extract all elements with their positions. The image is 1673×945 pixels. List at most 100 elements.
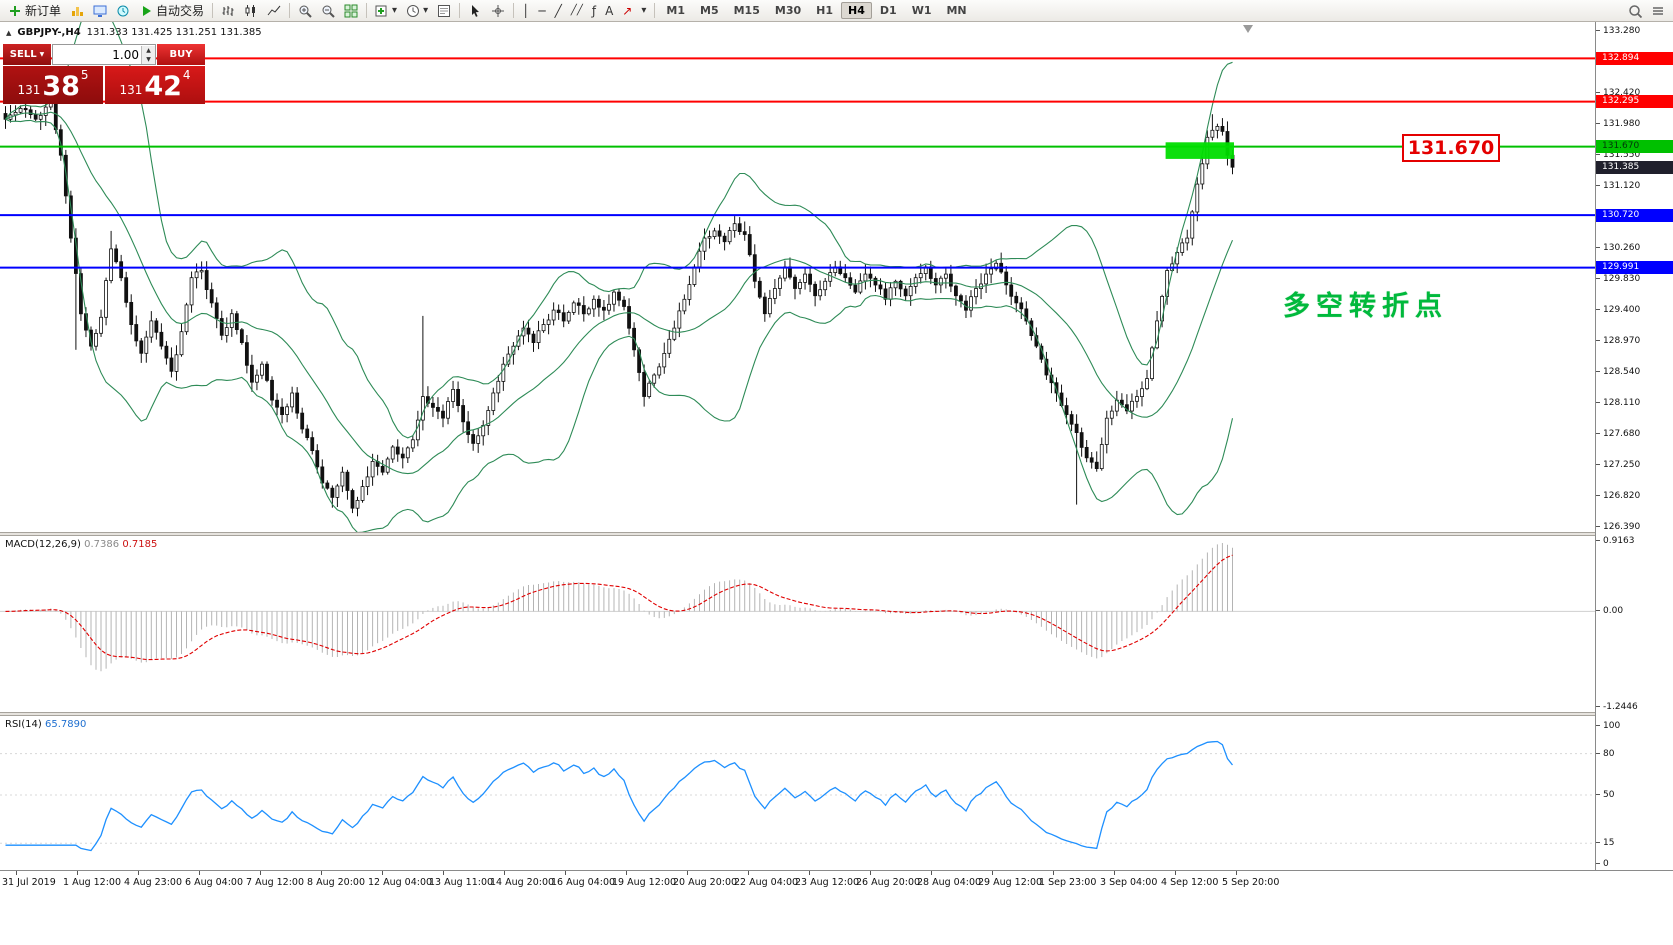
trendline-icon: ╱ [554,3,562,18]
shapes-dropdown-button[interactable]: ▾ [637,2,650,20]
candlestick-mode-button[interactable] [240,2,262,20]
time-axis-label: 22 Aug 04:00 [734,871,799,888]
arrows-tool-button[interactable]: ↗ [618,2,636,20]
price-axis[interactable]: 133.280 132.420 131.980 131.550 131.120 130.2… [1595,22,1673,870]
time-axis-label: 19 Aug 12:00 [612,871,677,888]
cursor-tool-button[interactable] [464,2,486,20]
buy-price-pip: 4 [182,68,191,82]
macd-label: MACD(12,26,9) 0.7386 0.7185 [5,539,157,550]
price-tick-label: 129.830 [1595,274,1641,285]
price-tick-label: 127.680 [1595,429,1641,440]
volume-down-button[interactable]: ▼ [142,54,155,64]
rsi-axis-label: 15 [1595,838,1615,849]
navigator-button[interactable] [112,2,134,20]
rsi-axis-label: 80 [1595,748,1615,759]
zoom-out-icon [322,5,335,18]
zoom-out-button[interactable] [317,2,339,20]
volume-input[interactable] [53,47,141,62]
new-order-button[interactable]: 新订单 [4,2,65,20]
market-watch-button[interactable] [89,2,111,20]
price-level-tag: 132.894 [1596,51,1673,65]
price-level-callout[interactable]: 131.670 [1402,134,1500,162]
panel-splitter[interactable] [0,532,1673,536]
toolbar-separator [289,3,291,18]
line-chart-mode-button[interactable] [263,2,285,20]
macd-name: MACD(12,26,9) [5,539,81,550]
vertical-line-tool-button[interactable]: │ [518,2,533,20]
panel-splitter[interactable] [0,712,1673,716]
buy-button[interactable]: BUY [157,44,205,65]
bar-chart-mode-button[interactable] [217,2,239,20]
timeframe-m15[interactable]: M15 [733,4,760,17]
crosshair-tool-button[interactable] [487,2,509,20]
new-order-label: 新订单 [25,4,62,18]
play-icon [143,5,152,16]
one-click-collapse-icon[interactable]: ▲ [6,28,12,37]
horizontal-line-tool-button[interactable]: ─ [534,2,549,20]
sell-price[interactable]: 131 38 5 [3,66,103,104]
rsi-canvas[interactable] [0,716,1595,870]
toolbar-separator [459,3,461,18]
macd-signal-value: 0.7185 [122,539,158,550]
templates-button[interactable] [433,2,455,20]
bar-chart-icon [72,6,84,16]
price-tick-label: 129.400 [1595,305,1641,316]
vertical-line-icon: │ [522,3,530,18]
menu-button[interactable] [1647,2,1669,20]
new-chart-button[interactable]: ▾ [371,2,401,20]
symbol-period: GBPJPY-,H4 [17,27,81,38]
zoom-in-button[interactable] [294,2,316,20]
chart-title: ▲ GBPJPY-,H4 131.333 131.425 131.251 131… [6,27,262,38]
channel-tool-button[interactable]: ╱╱ [567,2,587,20]
time-axis[interactable]: 31 Jul 2019 1 Aug 12:00 4 Aug 23:00 6 Aug 0… [0,870,1673,897]
buy-price[interactable]: 131 42 4 [105,66,205,104]
search-icon [1629,4,1642,18]
fibonacci-icon: ƒ [591,3,597,18]
charts-button[interactable] [66,2,88,20]
price-level-tag: 132.295 [1596,95,1673,109]
time-axis-label: 4 Aug 23:00 [124,871,183,888]
fibonacci-tool-button[interactable]: ƒ [588,2,600,20]
timeframe-h4[interactable]: H4 [841,2,872,19]
timeframe-m1[interactable]: M1 [666,4,685,17]
macd-canvas[interactable] [0,536,1595,712]
time-axis-label: 7 Aug 12:00 [246,871,305,888]
timeframe-d1[interactable]: D1 [879,4,897,17]
timeframe-m30[interactable]: M30 [774,4,802,17]
clock-icon [407,4,420,17]
timeframe-mn[interactable]: MN [946,4,967,17]
cursor-icon [472,4,480,17]
price-tick-label: 131.980 [1595,119,1641,130]
time-axis-label: 6 Aug 04:00 [185,871,244,888]
autotrading-label: 自动交易 [156,4,205,18]
sell-button[interactable]: SELL ▼ [3,44,51,65]
timeframe-h1[interactable]: H1 [816,4,834,17]
price-tick-label: 128.110 [1595,398,1641,409]
time-axis-label: 23 Aug 12:00 [795,871,860,888]
time-axis-label: 4 Sep 12:00 [1161,871,1219,888]
trendline-tool-button[interactable]: ╱ [551,2,566,20]
chevron-down-icon: ▾ [423,4,429,16]
volume-up-button[interactable]: ▲ [142,45,155,55]
macd-panel[interactable]: MACD(12,26,9) 0.7386 0.7185 [0,536,1595,712]
time-axis-label: 3 Sep 04:00 [1100,871,1158,888]
volume-box: ▲ ▼ [52,44,156,65]
toolbar-separator [366,3,368,18]
sell-price-prefix: 131 [17,83,41,97]
price-tick-label: 127.250 [1595,460,1641,470]
autotrading-button[interactable]: 自动交易 [135,2,208,20]
search-button[interactable] [1624,2,1646,20]
tile-windows-button[interactable] [340,2,362,20]
timeframe-m5[interactable]: M5 [700,4,719,17]
main-chart-panel[interactable]: ▲ GBPJPY-,H4 131.333 131.425 131.251 131… [0,22,1595,532]
sell-price-big: 38 [42,71,80,102]
chevron-down-icon: ▼ [39,51,45,58]
period-selector-button[interactable]: ▾ [402,2,432,20]
price-tick-label: 126.820 [1595,490,1641,501]
text-tool-button[interactable]: A [601,2,617,20]
rsi-panel[interactable]: RSI(14) 65.7890 [0,716,1595,870]
timeframe-w1[interactable]: W1 [911,4,932,17]
main-chart-canvas[interactable] [0,22,1595,532]
time-axis-label: 13 Aug 11:00 [429,871,494,888]
